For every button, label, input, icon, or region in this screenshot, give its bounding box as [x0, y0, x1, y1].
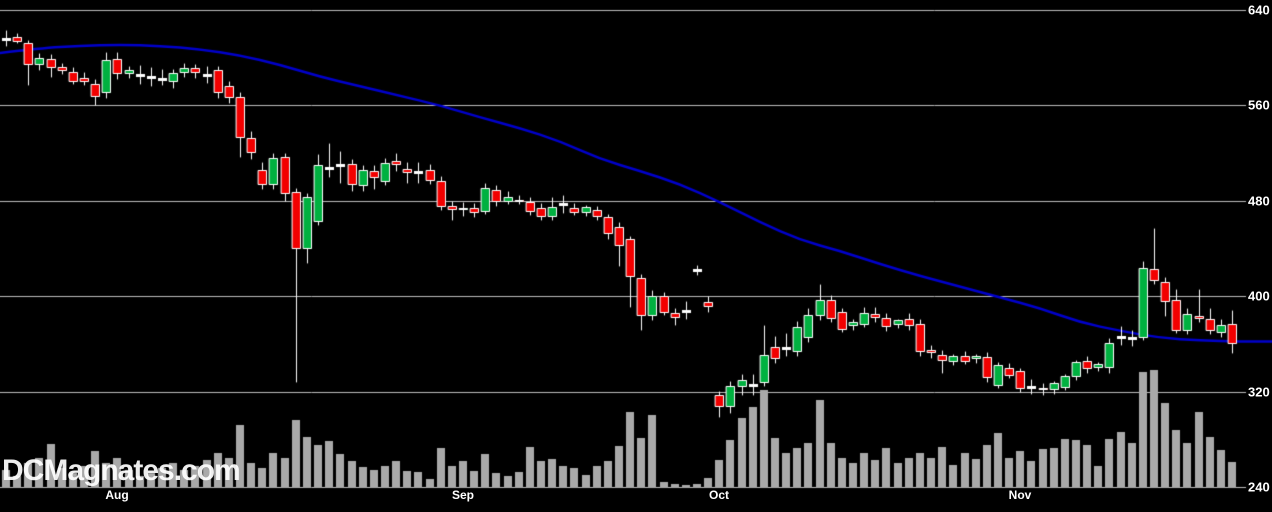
month-label-nov: Nov [1008, 488, 1032, 502]
price-axis-label: 320 [1248, 384, 1270, 400]
price-axis-label: 560 [1248, 97, 1270, 113]
month-label-aug: Aug [105, 488, 129, 502]
price-axis-label: 480 [1248, 193, 1270, 209]
month-label-sep: Sep [451, 488, 475, 502]
price-axis-label: 400 [1248, 288, 1270, 304]
price-axis-label: 240 [1248, 479, 1270, 495]
month-label-oct: Oct [708, 488, 730, 502]
price-axis-label: 640 [1248, 2, 1270, 18]
